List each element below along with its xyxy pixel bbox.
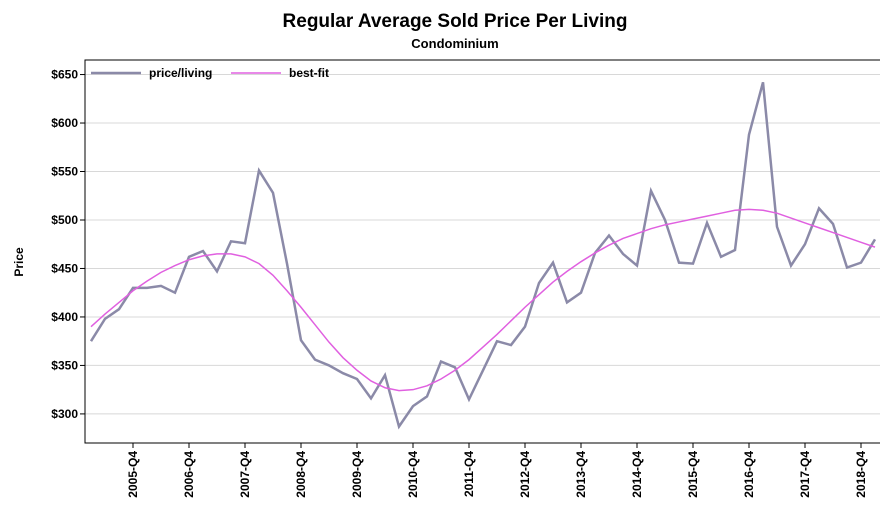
x-tick-label: 2007-Q4: [238, 451, 252, 498]
chart-title: Regular Average Sold Price Per Living: [283, 11, 628, 32]
x-tick-label: 2014-Q4: [630, 451, 644, 498]
y-tick-label: $600: [51, 116, 78, 130]
x-tick-label: 2005-Q4: [126, 451, 140, 498]
y-tick-label: $300: [51, 407, 78, 421]
x-tick-label: 2018-Q4: [854, 451, 868, 498]
x-tick-label: 2008-Q4: [294, 451, 308, 498]
x-tick-label: 2011-Q4: [462, 451, 476, 497]
x-tick-label: 2006-Q4: [182, 451, 196, 498]
series-line: [89, 81, 877, 430]
x-tick-label: 2017-Q4: [798, 451, 812, 498]
y-tick-label: $450: [51, 261, 78, 275]
x-tick-label: 2012-Q4: [518, 451, 532, 498]
plot-frame: [84, 59, 880, 444]
y-tick-label: $650: [51, 68, 78, 82]
y-axis-label: Price: [12, 247, 26, 277]
chart-subtitle: Condominium: [411, 36, 498, 51]
x-tick-label: 2010-Q4: [406, 451, 420, 498]
y-tick-label: $350: [51, 358, 78, 372]
x-tick-label: 2013-Q4: [574, 451, 588, 498]
legend-label: price/living: [149, 66, 212, 80]
x-tick-label: 2016-Q4: [742, 451, 756, 498]
x-tick-label: 2009-Q4: [350, 451, 364, 498]
y-tick-label: $550: [51, 165, 78, 179]
legend-label: best-fit: [289, 66, 329, 80]
x-tick-label: 2015-Q4: [686, 451, 700, 498]
y-tick-label: $400: [51, 310, 78, 324]
y-tick-label: $500: [51, 213, 78, 227]
series-line: [90, 208, 876, 392]
